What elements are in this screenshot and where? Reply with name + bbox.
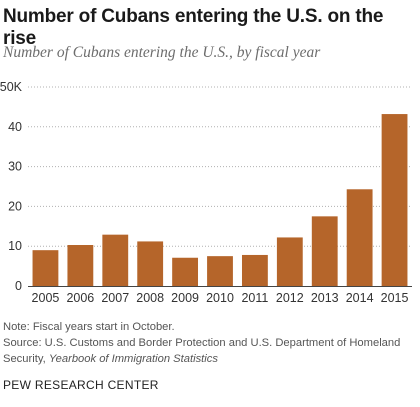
bar-chart: 0 10 20 30 40 50K 2005 2006 2007 2008 2009 2010 201… [0, 80, 412, 305]
x-tick-label: 2015 [381, 291, 409, 305]
x-axis-tick-labels: 2005 2006 2007 2008 2009 2010 2011 2012 2013 2014… [32, 291, 409, 305]
source-publication: Yearbook of Immigration Statistics [48, 353, 218, 365]
x-tick-label: 2012 [276, 291, 304, 305]
source-text: Source: U.S. Customs and Border Protecti… [3, 335, 415, 367]
y-tick-label: 40 [8, 120, 22, 134]
chart-subtitle: Number of Cubans entering the U.S., by f… [3, 44, 321, 61]
x-tick-label: 2010 [206, 291, 234, 305]
y-tick-label: 50K [0, 80, 23, 94]
note-text: Note: Fiscal years start in October. [3, 321, 175, 333]
x-tick-label: 2005 [32, 291, 60, 305]
bar-2005 [32, 250, 59, 286]
x-tick-label: 2009 [171, 291, 199, 305]
y-tick-label: 0 [15, 279, 22, 293]
y-axis-tick-labels: 0 10 20 30 40 50K [0, 80, 23, 293]
bar-2011 [241, 254, 268, 286]
source-prefix: Source: U.S. Customs and Border Protecti… [3, 337, 401, 365]
y-tick-label: 30 [8, 160, 22, 174]
x-tick-label: 2014 [346, 291, 374, 305]
y-tick-label: 20 [8, 199, 22, 213]
bar-2013 [311, 216, 338, 286]
organization-label: PEW RESEARCH CENTER [3, 378, 159, 392]
footnotes: Note: Fiscal years start in October. Sou… [3, 319, 415, 367]
bar-2006 [67, 245, 94, 286]
x-tick-label: 2006 [66, 291, 94, 305]
x-tick-label: 2007 [101, 291, 129, 305]
chart-title: Number of Cubans entering the U.S. on th… [3, 6, 384, 49]
x-tick-label: 2011 [241, 291, 268, 305]
bar-2008 [137, 241, 164, 286]
y-tick-label: 10 [8, 239, 22, 253]
bar-2012 [276, 237, 303, 286]
bars [32, 114, 408, 287]
x-tick-label: 2008 [136, 291, 164, 305]
bar-2010 [207, 256, 233, 286]
bar-2009 [172, 257, 199, 286]
x-tick-label: 2013 [311, 291, 339, 305]
bar-2007 [102, 234, 129, 286]
bar-2015 [381, 114, 408, 287]
bar-2014 [346, 189, 373, 286]
